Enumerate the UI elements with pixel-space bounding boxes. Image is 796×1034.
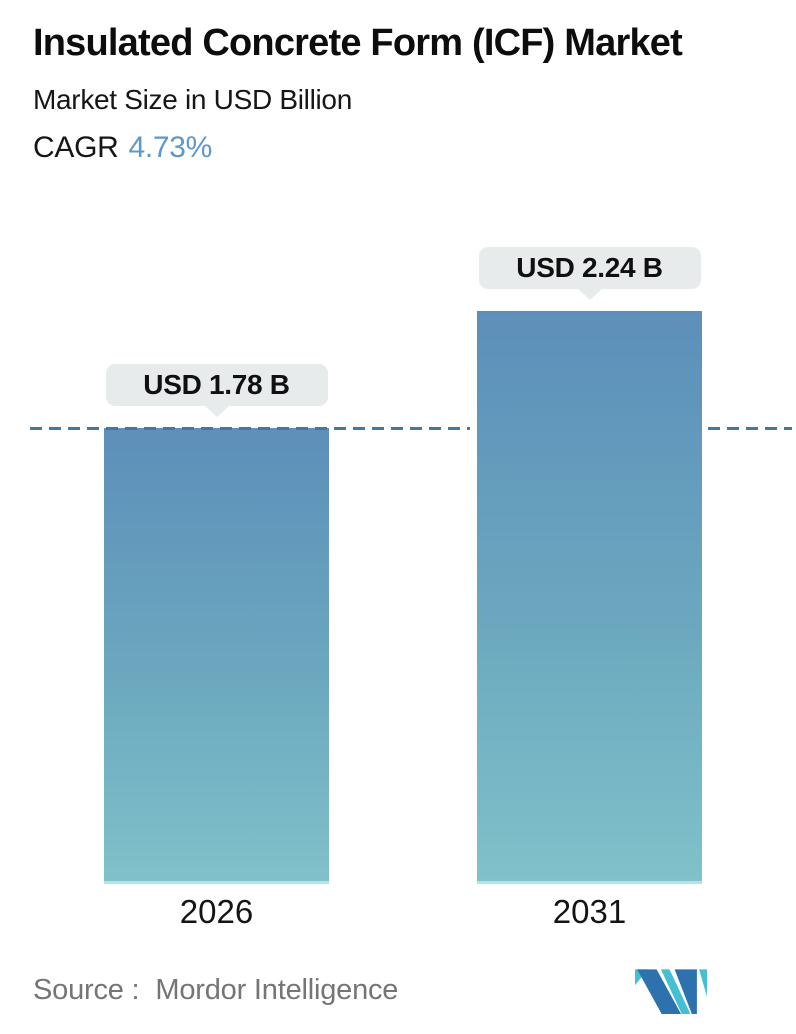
- value-label: USD 2.24 B: [516, 251, 663, 283]
- axis-label-2031: 2031: [552, 893, 627, 930]
- cagr-line: CAGR 4.73%: [33, 131, 766, 165]
- source-value: Mordor Intelligence: [155, 974, 399, 1006]
- chart-subtitle: Market Size in USD Billion: [33, 83, 352, 115]
- value-label: USD 1.78 B: [143, 369, 290, 401]
- axis-label-2026: 2026: [179, 893, 254, 930]
- bar-chart: USD 1.78 B 2026 USD 2.24 B 2031: [0, 180, 796, 940]
- page-title: Insulated Concrete Form (ICF) Market: [33, 22, 683, 64]
- value-callout-2031: USD 2.24 B: [478, 246, 701, 289]
- cagr-label: CAGR: [33, 130, 119, 164]
- chart-header: Insulated Concrete Form (ICF) Market Mar…: [0, 0, 796, 180]
- chart-footer: Source : Mordor Intelligence: [0, 940, 796, 1034]
- reference-dashed-line-left: [30, 427, 470, 431]
- reference-dashed-line-right: [708, 427, 792, 431]
- source-label: Source :: [33, 974, 140, 1006]
- bar-2026: [104, 428, 329, 884]
- value-callout-2026: USD 1.78 B: [105, 364, 328, 407]
- bar-2031: [477, 310, 702, 884]
- mordor-intelligence-logo: [635, 969, 707, 1015]
- source-line: Source : Mordor Intelligence: [33, 962, 398, 1007]
- cagr-value: 4.73%: [128, 130, 213, 164]
